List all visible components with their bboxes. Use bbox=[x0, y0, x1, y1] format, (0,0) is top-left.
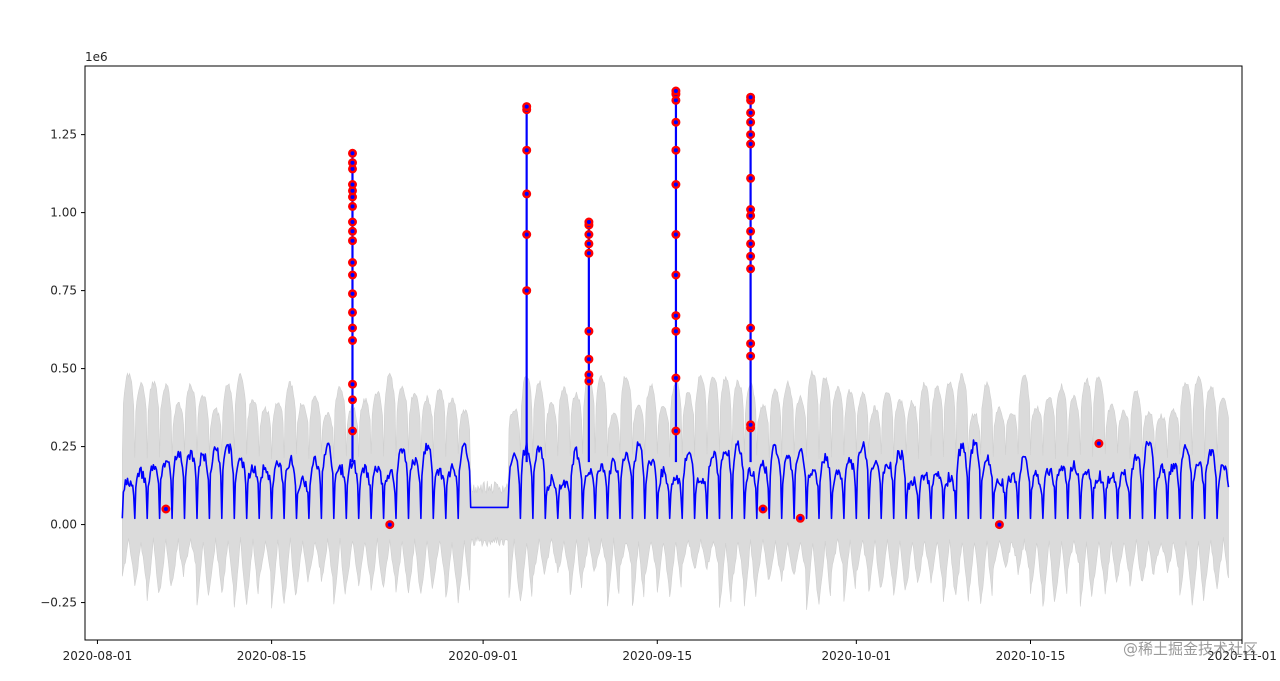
anomaly-point-core bbox=[350, 195, 355, 199]
anomaly-point-core bbox=[350, 151, 355, 156]
anomaly-point-core bbox=[673, 376, 678, 380]
anomaly-point-core bbox=[524, 232, 529, 237]
anomaly-point-core bbox=[673, 98, 678, 103]
anomaly-point-core bbox=[524, 191, 529, 196]
anomaly-point-core bbox=[350, 166, 355, 171]
anomaly-point-core bbox=[748, 326, 753, 330]
anomaly-point-core bbox=[350, 310, 355, 315]
anomaly-point-core bbox=[673, 182, 678, 187]
anomaly-point-core bbox=[673, 232, 678, 237]
anomaly-point-core bbox=[350, 397, 355, 402]
anomaly-point-core bbox=[748, 229, 753, 234]
anomaly-point-core bbox=[350, 238, 355, 243]
anomaly-point-core bbox=[748, 207, 753, 212]
anomaly-point-core bbox=[350, 260, 355, 265]
anomaly-point-core bbox=[350, 160, 355, 165]
anomaly-point-core bbox=[350, 291, 355, 296]
plot-frame bbox=[84, 65, 1243, 641]
anomaly-point-core bbox=[163, 507, 168, 511]
anomaly-point-core bbox=[673, 313, 678, 318]
y-tick-label: 0.25 bbox=[50, 440, 77, 454]
anomaly-point-core bbox=[387, 522, 392, 527]
x-tick-label: 2020-10-01 bbox=[821, 649, 891, 663]
anomaly-point-core bbox=[673, 89, 678, 93]
anomaly-point-core bbox=[673, 329, 678, 334]
x-tick-label: 2020-08-01 bbox=[63, 649, 133, 663]
anomaly-point-core bbox=[350, 338, 355, 343]
anomaly-point-core bbox=[748, 120, 753, 125]
anomaly-point-core bbox=[586, 372, 591, 377]
anomaly-point-core bbox=[997, 522, 1002, 527]
x-tick-label: 2020-09-01 bbox=[448, 649, 518, 663]
anomaly-point-core bbox=[586, 329, 591, 334]
y-axis: −0.25 0.00 0.25 0.50 0.75 1.00 1.25 bbox=[40, 128, 85, 610]
anomaly-point-core bbox=[586, 220, 591, 224]
y-tick-label: 0.00 bbox=[50, 518, 77, 532]
anomaly-point-core bbox=[748, 110, 753, 115]
x-tick-label: 2020-09-15 bbox=[622, 649, 692, 663]
anomaly-point-core bbox=[673, 148, 678, 153]
x-tick-label: 2020-11-01 bbox=[1207, 649, 1277, 663]
y-tick-label: 1.00 bbox=[50, 206, 77, 220]
anomaly-point-core bbox=[673, 120, 678, 125]
anomaly-point-core bbox=[350, 382, 355, 387]
anomaly-point-core bbox=[586, 241, 591, 246]
y-tick-label: 0.75 bbox=[50, 284, 77, 298]
anomaly-point-core bbox=[748, 266, 753, 271]
anomaly-point-core bbox=[524, 104, 529, 109]
x-tick-label: 2020-08-15 bbox=[237, 649, 307, 663]
y-tick-label: −0.25 bbox=[40, 596, 77, 610]
anomaly-point-core bbox=[350, 326, 355, 330]
anomaly-point-core bbox=[350, 220, 355, 224]
y-offset-label: 1e6 bbox=[85, 50, 108, 64]
anomaly-point-core bbox=[748, 254, 753, 259]
anomaly-point-core bbox=[748, 241, 753, 246]
anomaly-point-core bbox=[798, 516, 803, 521]
anomaly-point-core bbox=[748, 142, 753, 146]
anomaly-point-core bbox=[748, 132, 753, 137]
anomaly-point-core bbox=[748, 422, 753, 427]
anomaly-point-core bbox=[748, 95, 753, 100]
anomaly-point-core bbox=[586, 357, 591, 362]
anomaly-point-core bbox=[748, 354, 753, 359]
anomaly-point-core bbox=[673, 429, 678, 433]
anomaly-point-core bbox=[350, 229, 355, 234]
watermark: @稀土掘金技术社区 bbox=[1122, 640, 1258, 658]
anomaly-point-core bbox=[524, 148, 529, 153]
x-tick-label: 2020-10-15 bbox=[996, 649, 1066, 663]
anomaly-points-layer bbox=[161, 86, 1104, 530]
anomaly-point-core bbox=[524, 288, 529, 293]
confidence-band-layer bbox=[122, 370, 1229, 610]
anomaly-point-core bbox=[350, 273, 355, 277]
anomaly-point-core bbox=[673, 273, 678, 277]
anomaly-point-core bbox=[350, 182, 355, 187]
anomaly-point-core bbox=[1096, 441, 1101, 446]
anomaly-point-core bbox=[748, 341, 753, 346]
anomaly-point-core bbox=[761, 507, 765, 511]
anomaly-point-core bbox=[350, 188, 355, 193]
confidence-band bbox=[122, 370, 1229, 610]
anomaly-point-core bbox=[350, 204, 355, 209]
y-tick-label: 0.50 bbox=[50, 362, 77, 376]
y-tick-label: 1.25 bbox=[50, 128, 77, 142]
anomaly-point-core bbox=[586, 232, 591, 237]
anomaly-point-core bbox=[586, 379, 591, 384]
anomaly-point-core bbox=[350, 429, 355, 433]
series-line bbox=[121, 439, 1230, 520]
anomaly-point-core bbox=[748, 213, 753, 218]
anomaly-point-core bbox=[586, 251, 591, 256]
anomaly-point-core bbox=[748, 176, 753, 181]
x-axis: 2020-08-01 2020-08-15 2020-09-01 2020-09-15… bbox=[63, 640, 1277, 663]
